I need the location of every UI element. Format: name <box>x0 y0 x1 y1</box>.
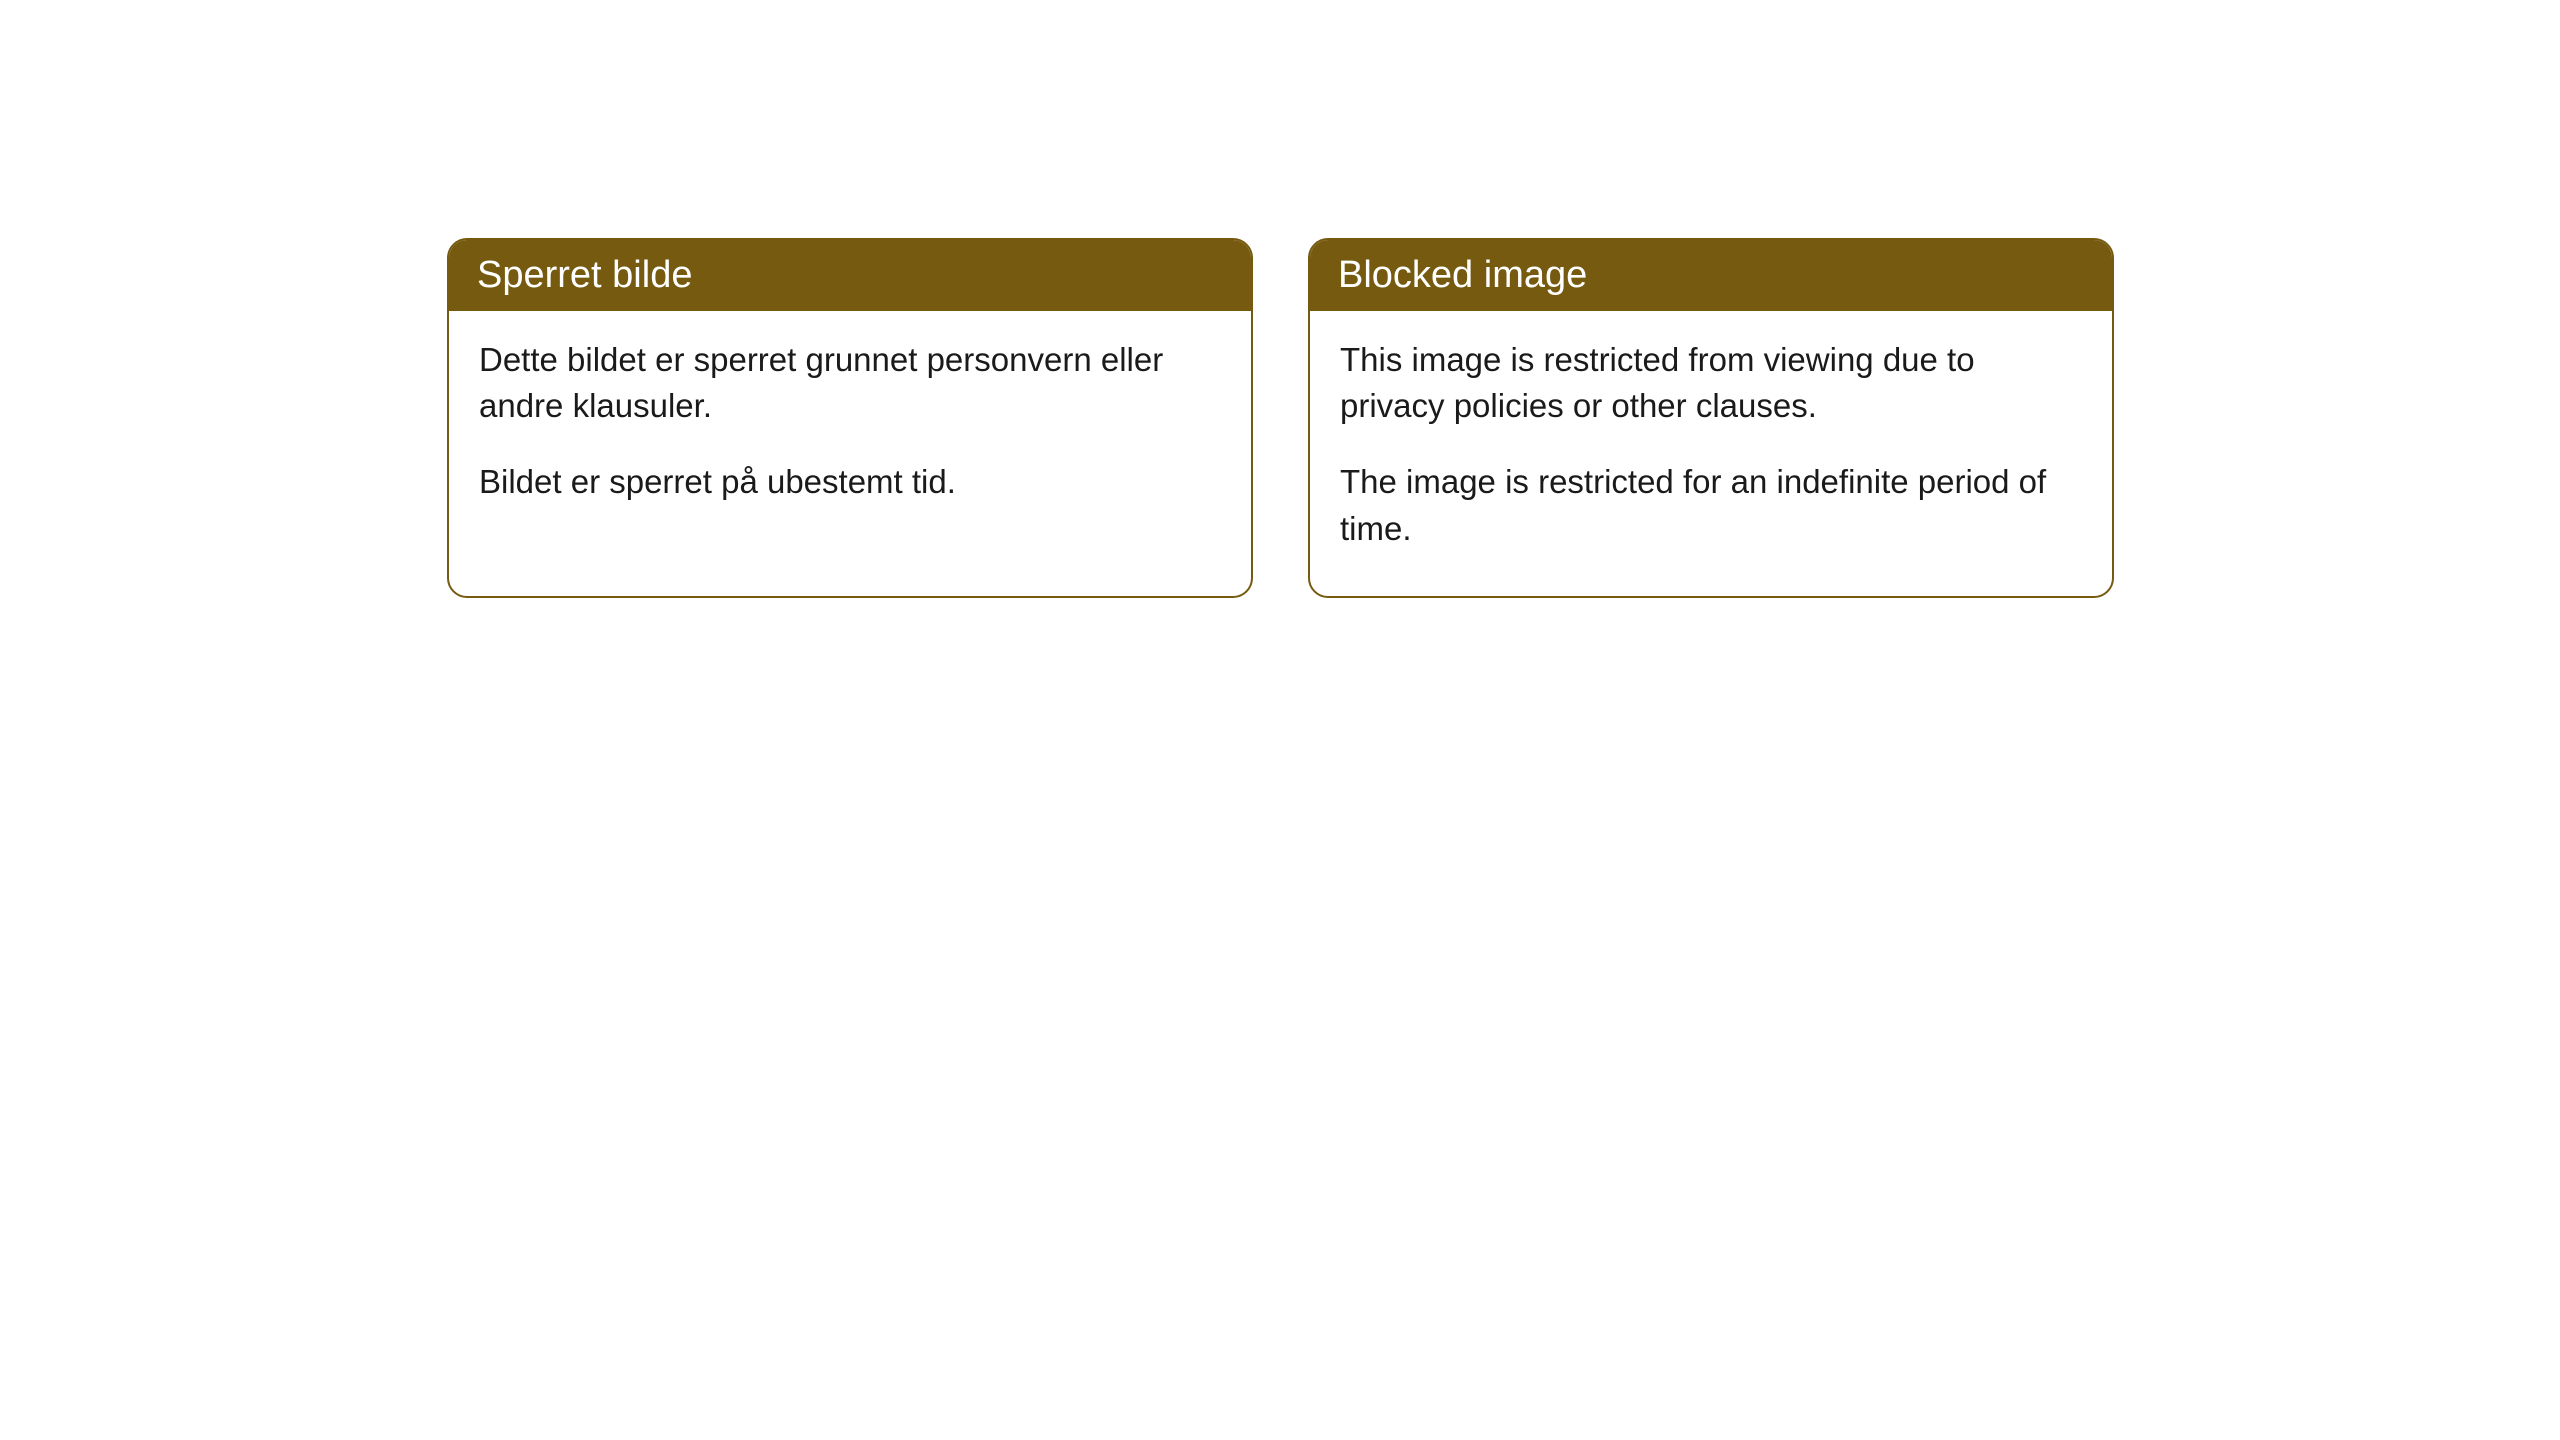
card-header-norwegian: Sperret bilde <box>449 240 1251 311</box>
card-body-english: This image is restricted from viewing du… <box>1310 311 2112 596</box>
card-norwegian: Sperret bilde Dette bildet er sperret gr… <box>447 238 1253 598</box>
card-paragraph2-norwegian: Bildet er sperret på ubestemt tid. <box>479 459 1221 505</box>
card-title-english: Blocked image <box>1338 254 1587 296</box>
card-paragraph1-norwegian: Dette bildet er sperret grunnet personve… <box>479 337 1221 429</box>
card-body-norwegian: Dette bildet er sperret grunnet personve… <box>449 311 1251 550</box>
card-title-norwegian: Sperret bilde <box>477 254 692 296</box>
card-header-english: Blocked image <box>1310 240 2112 311</box>
card-paragraph2-english: The image is restricted for an indefinit… <box>1340 459 2082 551</box>
card-paragraph1-english: This image is restricted from viewing du… <box>1340 337 2082 429</box>
cards-container: Sperret bilde Dette bildet er sperret gr… <box>0 0 2560 598</box>
card-english: Blocked image This image is restricted f… <box>1308 238 2114 598</box>
